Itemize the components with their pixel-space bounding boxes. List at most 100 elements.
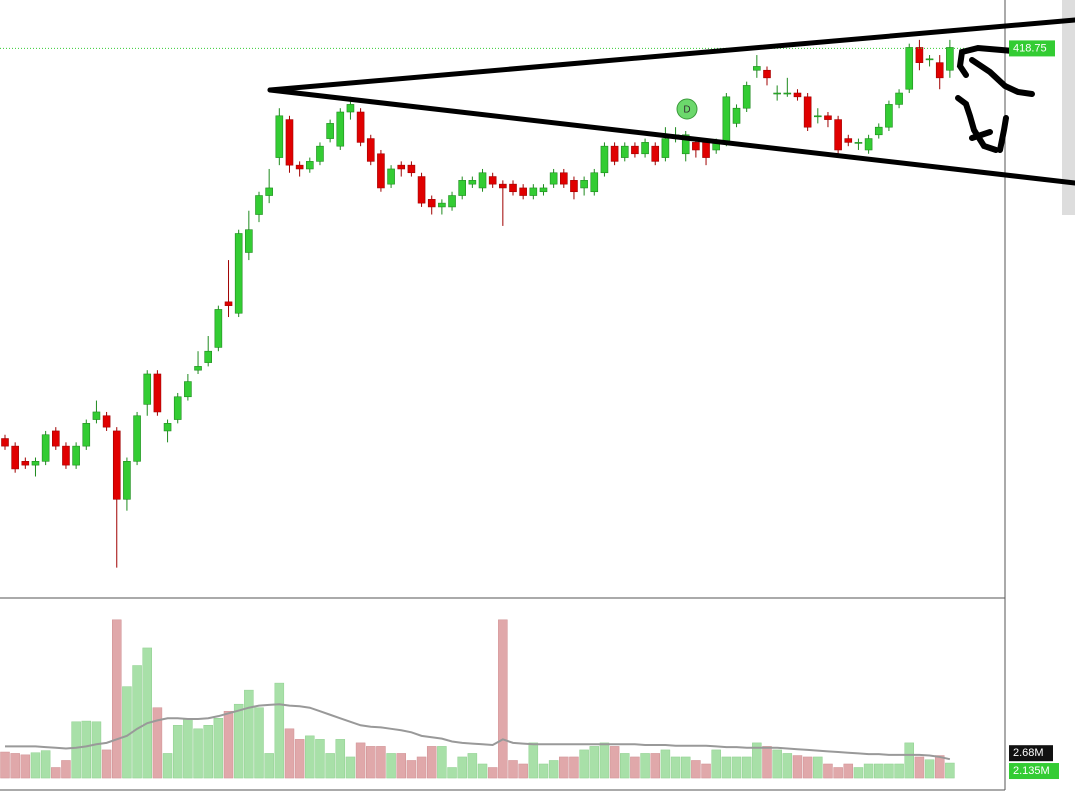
volume-bar: [782, 753, 793, 779]
volume-bar: [142, 647, 152, 779]
volume-bar: [274, 682, 285, 779]
candle-body: [580, 180, 588, 189]
volume-bar: [254, 707, 264, 779]
volume-bar: [10, 753, 20, 779]
volume-bar: [579, 749, 589, 779]
volume-bar: [843, 763, 854, 779]
volume-bar: [599, 742, 610, 779]
volume-bar: [0, 751, 10, 779]
volume-bar: [386, 753, 396, 779]
volume-bar: [183, 718, 193, 779]
volume-bar: [934, 755, 945, 779]
volume-bar: [660, 749, 671, 779]
candle-body: [753, 66, 761, 71]
candle-body: [458, 180, 467, 196]
drawings: [267, 17, 1075, 186]
candle-body: [112, 430, 121, 500]
volume-bar: [315, 739, 325, 779]
volume-bar: [437, 746, 447, 779]
candle-body: [549, 172, 558, 185]
volume-bar: [802, 756, 813, 779]
volume-bar: [813, 756, 823, 779]
candle-body: [600, 145, 609, 174]
candle-body: [773, 92, 781, 95]
volume-bar: [264, 753, 274, 779]
volume-bar: [640, 753, 650, 779]
candle-body: [305, 161, 314, 170]
candle-body: [173, 396, 182, 420]
candle-body: [102, 415, 111, 428]
volume-bar: [305, 735, 315, 779]
candle-body: [519, 187, 527, 196]
volume-bar: [904, 742, 914, 779]
scrollbar[interactable]: [1062, 0, 1075, 215]
volume-bar: [498, 619, 508, 779]
candle-body: [366, 138, 375, 162]
candle-body: [194, 366, 202, 371]
volume-bar: [630, 756, 640, 779]
event-marker-label: D: [683, 105, 690, 116]
volume-bar: [792, 755, 803, 779]
volume-bar: [447, 767, 457, 779]
candle-body: [499, 183, 507, 189]
candle-body: [204, 350, 212, 363]
hand-drawing: [955, 44, 1035, 153]
candle-body: [702, 142, 710, 158]
volume-bar: [538, 763, 549, 779]
candle-body: [874, 126, 883, 136]
candle-body: [570, 180, 578, 193]
volume-bar: [162, 753, 173, 779]
volume-bar: [426, 746, 437, 779]
volume-bar: [559, 756, 569, 779]
candle-body: [295, 164, 304, 170]
volume-ma-label: 2.68M: [1013, 747, 1044, 759]
candle-body: [31, 461, 40, 466]
candle-body: [1, 438, 9, 447]
volume-bar: [112, 619, 122, 779]
candle-body: [448, 195, 456, 208]
volume-bar: [172, 725, 183, 779]
candle-body: [143, 373, 152, 405]
volume-bar: [416, 756, 427, 779]
candle-body: [356, 111, 365, 143]
candle-body: [245, 229, 253, 253]
volume-bar: [701, 763, 711, 779]
candle-body: [326, 123, 334, 139]
candle-body: [559, 172, 568, 185]
volume-bar: [620, 753, 630, 779]
volume-bar: [518, 763, 528, 779]
candle-body: [661, 138, 670, 158]
volume-bar: [508, 760, 518, 779]
candle-body: [631, 145, 639, 155]
candle-body: [377, 153, 385, 189]
candle-body: [946, 47, 954, 71]
volume-bar: [132, 665, 142, 779]
volume-bar: [71, 721, 81, 779]
candle-body: [41, 434, 50, 462]
candle-body: [732, 107, 741, 124]
volume-bar: [61, 760, 71, 779]
volume-bar: [691, 760, 701, 779]
volume-bar: [589, 746, 600, 779]
candle-body: [51, 430, 60, 447]
volume-ma-badge: [1009, 745, 1053, 762]
candle-body: [722, 96, 731, 143]
candle-body: [285, 119, 294, 166]
volume-bar: [457, 756, 467, 779]
candle-body: [72, 445, 80, 466]
candle-body: [742, 85, 751, 109]
last-price-label: 418.75: [1013, 42, 1047, 54]
candle-body: [336, 111, 345, 147]
volume-bar: [366, 746, 376, 779]
volume-label: 2.135M: [1013, 765, 1050, 777]
volume-bar: [772, 749, 782, 779]
volume-bar: [894, 763, 904, 779]
volume-bar: [924, 759, 935, 779]
candle-body: [620, 145, 629, 158]
volume-bar: [741, 756, 752, 779]
volume-bar: [823, 763, 833, 779]
volume-bar: [396, 753, 406, 779]
volume-bar: [345, 756, 356, 779]
candle-body: [813, 115, 822, 118]
